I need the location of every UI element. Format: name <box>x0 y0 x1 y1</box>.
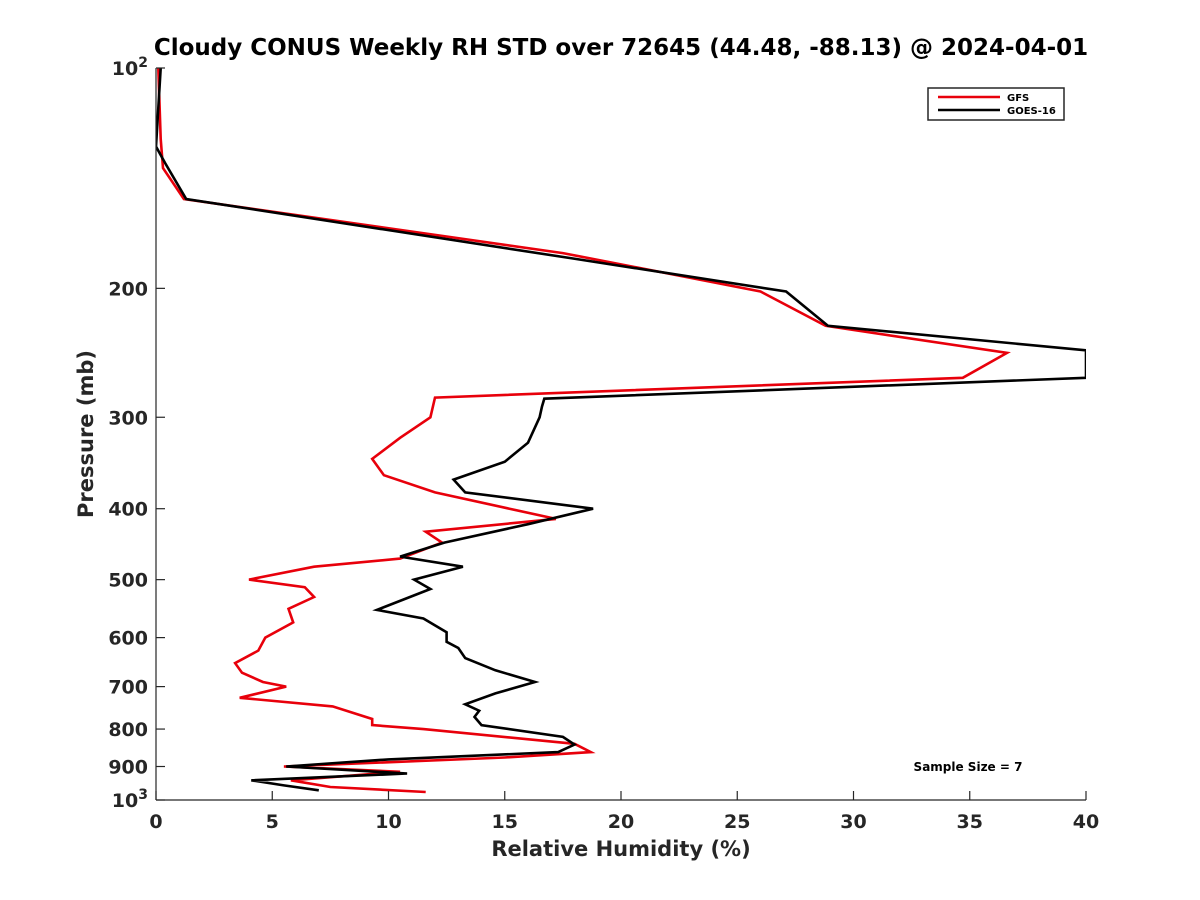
y-tick-label: 102 <box>112 55 148 80</box>
chart-title: Cloudy CONUS Weekly RH STD over 72645 (4… <box>154 35 1088 61</box>
y-tick-label: 600 <box>108 628 148 650</box>
plot-area <box>156 68 1086 800</box>
y-tick-label: 500 <box>108 570 148 592</box>
y-tick-label: 700 <box>108 677 148 699</box>
x-tick-label: 35 <box>957 811 983 833</box>
y-tick-label: 800 <box>108 719 148 741</box>
x-tick-label: 40 <box>1073 811 1099 833</box>
legend-label-gfs: GFS <box>1007 93 1029 104</box>
y-tick-label: 200 <box>108 278 148 300</box>
y-tick-label: 300 <box>108 407 148 429</box>
x-tick-label: 20 <box>608 811 634 833</box>
sample-size-annotation: Sample Size = 7 <box>914 760 1023 774</box>
x-axis-title: Relative Humidity (%) <box>491 837 750 861</box>
y-tick-label: 103 <box>112 787 148 812</box>
x-tick-label: 0 <box>149 811 162 833</box>
x-tick-label: 15 <box>492 811 518 833</box>
x-axis-ticks: 0 5 10 15 20 25 30 35 40 <box>149 791 1099 833</box>
y-tick-label: 900 <box>108 757 148 779</box>
x-tick-label: 5 <box>266 811 279 833</box>
series-layer <box>156 68 1086 794</box>
y-axis-title: Pressure (mb) <box>74 350 98 518</box>
legend: GFS GOES-16 <box>927 87 1065 121</box>
legend-label-goes16: GOES-16 <box>1007 106 1056 117</box>
y-tick-label: 400 <box>108 499 148 521</box>
series-line-gfs <box>157 68 1011 794</box>
series-line-goes16 <box>156 68 1086 792</box>
x-tick-label: 10 <box>375 811 401 833</box>
legend-box <box>927 87 1065 121</box>
x-tick-label: 30 <box>840 811 866 833</box>
y-axis-ticks: 102 200 300 400 500 600 700 800 900 103 <box>108 55 165 812</box>
x-tick-label: 25 <box>724 811 750 833</box>
